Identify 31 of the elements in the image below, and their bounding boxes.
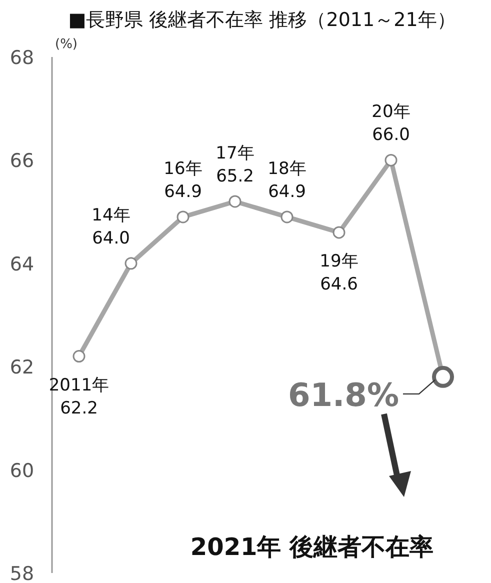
point <box>280 210 294 224</box>
data-label: 62.2 <box>60 398 98 418</box>
chart-title: ■長野県 後継者不在率 推移（2011～21年） <box>68 9 456 31</box>
y-tick-label: 60 <box>10 460 34 482</box>
data-label: 64.9 <box>268 182 306 202</box>
point <box>228 195 242 208</box>
y-tick-label: 68 <box>10 47 34 69</box>
data-label: 61.8% <box>288 376 399 414</box>
y-axis-title: (%) <box>55 37 78 52</box>
y-tick-label: 58 <box>10 563 34 583</box>
point <box>384 154 398 166</box>
y-tick-label: 64 <box>10 253 34 276</box>
x-tick-label: 16年 <box>164 158 202 179</box>
point <box>124 257 138 270</box>
point <box>176 210 190 224</box>
data-label: 65.2 <box>216 166 254 186</box>
x-tick-label: 14年 <box>92 205 130 226</box>
y-tick-label: 66 <box>10 150 34 172</box>
x-tick-label: 20年 <box>372 102 410 122</box>
point <box>332 226 346 239</box>
x-tick-label: 18年 <box>268 158 306 179</box>
annotation: 2021年 後継者不在率 <box>190 533 434 561</box>
x-tick-label: 2011年 <box>48 375 110 396</box>
data-label: 64.6 <box>320 274 358 294</box>
data-label: 66.0 <box>372 125 410 146</box>
point <box>72 350 86 363</box>
x-tick-label: 19年 <box>320 251 358 272</box>
data-label: 64.9 <box>164 182 202 202</box>
x-tick-label: 17年 <box>216 143 254 164</box>
y-tick-label: 62 <box>10 356 34 379</box>
data-label: 64.0 <box>92 228 130 248</box>
